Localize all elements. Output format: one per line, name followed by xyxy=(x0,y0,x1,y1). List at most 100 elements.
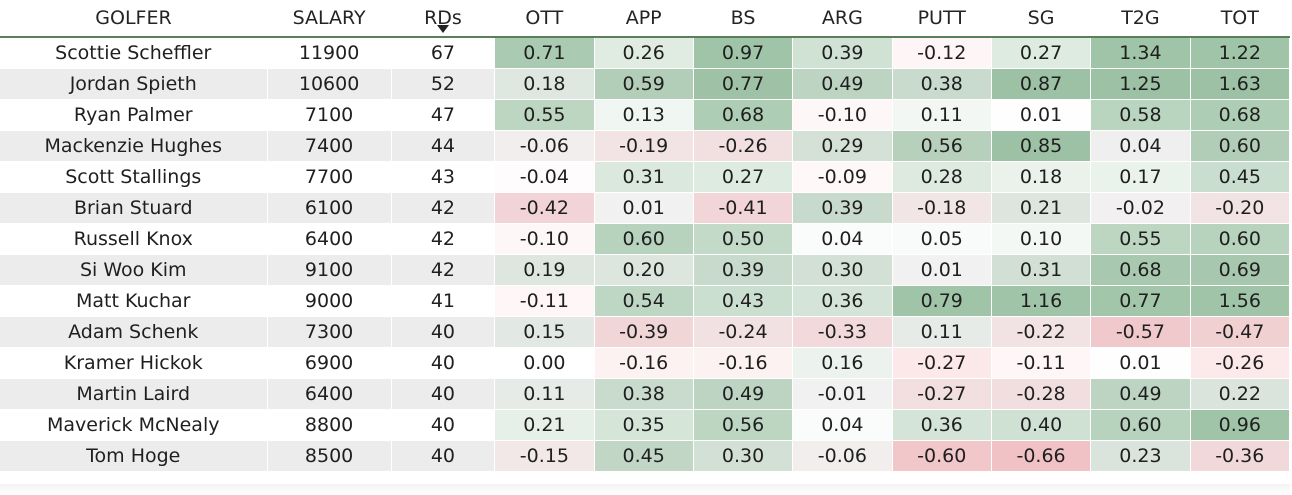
table-row[interactable]: Scottie Scheffler 11900 67 0.71 0.26 0.97 0.39… xyxy=(0,37,1291,69)
table-row[interactable]: Mackenzie Hughes 7400 44 -0.06 -0.19 -0.26 0.2… xyxy=(0,130,1291,162)
cell-golfer: Scott Stallings xyxy=(0,161,268,193)
cell-t2g: 1.25 xyxy=(1090,68,1191,100)
cell-rds: 42 xyxy=(391,192,496,224)
column-header-tot[interactable]: TOT xyxy=(1190,0,1289,37)
cell-rds: 40 xyxy=(391,440,496,472)
cell-arg: 0.30 xyxy=(792,254,893,286)
table-row[interactable]: Kramer Hickok 6900 40 0.00 -0.16 -0.16 0.16 -0.… xyxy=(0,347,1291,379)
cell-t2g: 0.58 xyxy=(1090,99,1191,131)
cell-putt: 0.11 xyxy=(892,99,992,131)
cell-t2g: 1.34 xyxy=(1090,37,1191,69)
cell-app: -0.16 xyxy=(594,347,694,379)
table-body: Scottie Scheffler 11900 67 0.71 0.26 0.97 0.39… xyxy=(0,37,1291,472)
cell-salary: 6400 xyxy=(267,378,392,410)
cell-bs: 0.30 xyxy=(693,440,794,472)
cell-rds: 44 xyxy=(391,130,496,162)
cell-tot: -0.47 xyxy=(1190,316,1291,348)
cell-t2g: -0.57 xyxy=(1090,316,1191,348)
column-header-arg[interactable]: ARG xyxy=(793,0,892,37)
cell-sg: 0.01 xyxy=(991,99,1092,131)
cell-t2g: -0.02 xyxy=(1090,192,1191,224)
cell-arg: 0.04 xyxy=(792,409,893,441)
cell-golfer: Maverick McNealy xyxy=(0,409,268,441)
cell-sg: -0.66 xyxy=(991,440,1092,472)
cell-app: 0.59 xyxy=(594,68,694,100)
cell-golfer: Russell Knox xyxy=(0,223,268,255)
cell-arg: 0.49 xyxy=(792,68,893,100)
column-header-golfer[interactable]: GOLFER xyxy=(0,0,267,37)
cell-tot: 0.69 xyxy=(1190,254,1291,286)
cell-salary: 10600 xyxy=(267,68,392,100)
column-header-label: OTT xyxy=(525,7,564,29)
cell-salary: 8500 xyxy=(267,440,392,472)
cell-arg: -0.06 xyxy=(792,440,893,472)
cell-arg: 0.29 xyxy=(792,130,893,162)
cell-bs: -0.16 xyxy=(693,347,794,379)
cell-tot: 1.63 xyxy=(1190,68,1291,100)
column-header-rds[interactable]: RDs xyxy=(391,0,494,37)
table-row[interactable]: Si Woo Kim 9100 42 0.19 0.20 0.39 0.30 0.01 0.31… xyxy=(0,254,1291,286)
cell-golfer: Adam Schenk xyxy=(0,316,268,348)
cell-t2g: 0.17 xyxy=(1090,161,1191,193)
cell-app: 0.20 xyxy=(594,254,694,286)
cell-tot: 0.96 xyxy=(1190,409,1291,441)
column-header-ott[interactable]: OTT xyxy=(495,0,594,37)
cell-app: 0.31 xyxy=(594,161,694,193)
column-header-salary[interactable]: SALARY xyxy=(267,0,391,37)
column-header-label: RDs xyxy=(424,7,462,29)
column-header-sg[interactable]: SG xyxy=(991,0,1090,37)
cell-ott: 0.19 xyxy=(494,254,595,286)
cell-bs: -0.24 xyxy=(693,316,794,348)
cell-ott: -0.11 xyxy=(494,285,595,317)
table-row[interactable]: Adam Schenk 7300 40 0.15 -0.39 -0.24 -0.33 0.11… xyxy=(0,316,1291,348)
cell-sg: -0.22 xyxy=(991,316,1092,348)
table-row[interactable]: Brian Stuard 6100 42 -0.42 0.01 -0.41 0.39 -0.1… xyxy=(0,192,1291,224)
cell-salary: 7700 xyxy=(267,161,392,193)
sort-descending-icon[interactable] xyxy=(436,25,449,33)
cell-tot: 0.45 xyxy=(1190,161,1291,193)
column-header-label: SALARY xyxy=(292,7,366,29)
cell-sg: 0.10 xyxy=(991,223,1092,255)
cell-rds: 40 xyxy=(391,347,496,379)
cell-arg: -0.10 xyxy=(792,99,893,131)
cell-tot: 1.56 xyxy=(1190,285,1291,317)
cell-bs: 0.68 xyxy=(693,99,794,131)
cell-golfer: Si Woo Kim xyxy=(0,254,268,286)
cell-tot: 0.60 xyxy=(1190,130,1291,162)
cell-putt: 0.11 xyxy=(892,316,992,348)
cell-app: 0.26 xyxy=(594,37,694,69)
table-row[interactable]: Russell Knox 6400 42 -0.10 0.60 0.50 0.04 0.05 0… xyxy=(0,223,1291,255)
cell-sg: -0.11 xyxy=(991,347,1092,379)
cell-ott: -0.06 xyxy=(494,130,595,162)
column-header-label: GOLFER xyxy=(95,7,172,29)
column-header-t2g[interactable]: T2G xyxy=(1091,0,1190,37)
cell-salary: 7100 xyxy=(267,99,392,131)
column-header-app[interactable]: APP xyxy=(594,0,693,37)
cell-bs: 0.97 xyxy=(693,37,794,69)
cell-sg: 0.87 xyxy=(991,68,1092,100)
cell-golfer: Tom Hoge xyxy=(0,440,268,472)
table-row[interactable]: Martin Laird 6400 40 0.11 0.38 0.49 -0.01 -0.27… xyxy=(0,378,1291,410)
table-row[interactable]: Maverick McNealy 8800 40 0.21 0.35 0.56 0.04 0.… xyxy=(0,409,1291,441)
column-header-label: ARG xyxy=(821,7,863,29)
cell-bs: 0.56 xyxy=(693,409,794,441)
table-row[interactable]: Jordan Spieth 10600 52 0.18 0.59 0.77 0.49 0.38… xyxy=(0,68,1291,100)
cell-salary: 11900 xyxy=(267,37,392,69)
table-row[interactable]: Tom Hoge 8500 40 -0.15 0.45 0.30 -0.06 -0.60 -0.… xyxy=(0,440,1291,472)
cell-golfer: Scottie Scheffler xyxy=(0,37,268,69)
cell-putt: -0.27 xyxy=(892,347,992,379)
cell-ott: 0.00 xyxy=(494,347,595,379)
cell-putt: -0.27 xyxy=(892,378,992,410)
cell-rds: 42 xyxy=(391,223,496,255)
column-header-putt[interactable]: PUTT xyxy=(892,0,991,37)
cell-tot: -0.36 xyxy=(1190,440,1291,472)
table-row[interactable]: Scott Stallings 7700 43 -0.04 0.31 0.27 -0.09 0… xyxy=(0,161,1291,193)
column-header-bs[interactable]: BS xyxy=(693,0,792,37)
column-header-label: SG xyxy=(1027,7,1055,29)
cell-bs: 0.39 xyxy=(693,254,794,286)
cell-tot: -0.20 xyxy=(1190,192,1291,224)
table-row[interactable]: Matt Kuchar 9000 41 -0.11 0.54 0.43 0.36 0.79 1.… xyxy=(0,285,1291,317)
cell-ott: 0.18 xyxy=(494,68,595,100)
cell-putt: 0.36 xyxy=(892,409,992,441)
table-row[interactable]: Ryan Palmer 7100 47 0.55 0.13 0.68 -0.10 0.11 0.… xyxy=(0,99,1291,131)
